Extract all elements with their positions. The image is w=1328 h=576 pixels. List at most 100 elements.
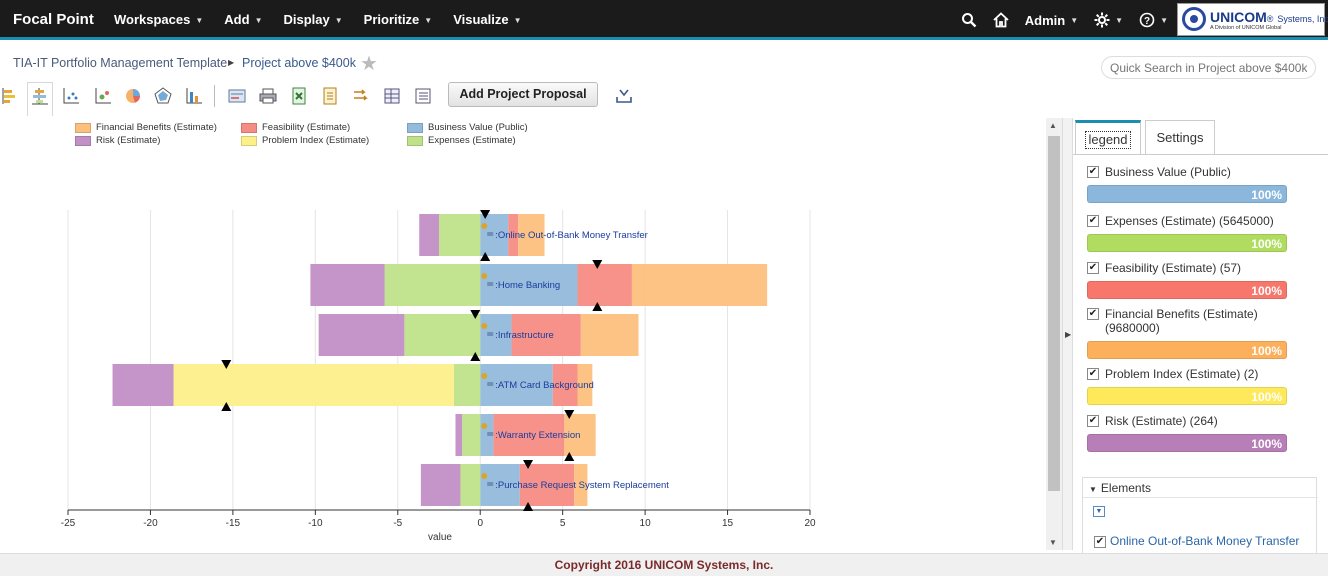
legend-swatch bbox=[241, 122, 257, 133]
breadcrumb-view[interactable]: Project above $400k bbox=[242, 56, 356, 70]
chart-legend-item: Problem Index (Estimate) bbox=[241, 135, 369, 146]
category-label: :Online Out-of-Bank Money Transfer bbox=[495, 230, 648, 241]
bar-segment bbox=[112, 364, 174, 406]
x-tick-label: -25 bbox=[61, 518, 76, 529]
breadcrumb: TIA-IT Portfolio Management Template ▶ P… bbox=[0, 43, 1328, 81]
legend-checkbox[interactable]: ✔ bbox=[1087, 415, 1099, 427]
tab-divider bbox=[1073, 154, 1328, 155]
legend-checkbox[interactable]: ✔ bbox=[1087, 166, 1099, 178]
chart-legend-item: Feasibility (Estimate) bbox=[241, 122, 350, 133]
legend-checkbox[interactable]: ✔ bbox=[1087, 308, 1099, 320]
chart-scrollbar[interactable]: ▲ ▼ bbox=[1046, 118, 1062, 550]
active-view-tab bbox=[27, 82, 53, 116]
bar-segment bbox=[564, 414, 596, 456]
bar-segment bbox=[480, 264, 578, 306]
pie-chart-icon[interactable] bbox=[123, 86, 143, 106]
bar-segment bbox=[439, 214, 481, 256]
scrollbar-thumb[interactable] bbox=[1048, 136, 1060, 491]
legend-weight-bar[interactable]: 100% bbox=[1087, 434, 1287, 452]
element-link-icon bbox=[487, 332, 494, 336]
export-excel-icon[interactable] bbox=[289, 86, 309, 106]
bar-segment bbox=[519, 464, 575, 506]
chevron-down-icon: ▼ bbox=[195, 16, 204, 25]
bar-segment bbox=[318, 314, 405, 356]
elements-header[interactable]: ▼ Elements bbox=[1083, 478, 1318, 498]
legend-checkbox[interactable]: ✔ bbox=[1087, 215, 1099, 227]
nav-visualize[interactable]: Visualize ▼ bbox=[453, 12, 522, 27]
chevron-down-icon: ▼ bbox=[1160, 15, 1168, 25]
grid-report-icon[interactable] bbox=[382, 86, 402, 106]
legend-weight-bar[interactable]: 100% bbox=[1087, 185, 1287, 203]
category-label: :Purchase Request System Replacement bbox=[495, 480, 669, 491]
chart-legend-item: Financial Benefits (Estimate) bbox=[75, 122, 217, 133]
tab-settings[interactable]: Settings bbox=[1145, 120, 1215, 154]
nav-workspaces[interactable]: Workspaces ▼ bbox=[114, 12, 204, 27]
gear-icon[interactable]: ▼ bbox=[1094, 12, 1123, 28]
scatter-chart-icon[interactable] bbox=[61, 86, 81, 106]
chart-legend-item: Business Value (Public) bbox=[407, 122, 528, 133]
x-tick-label: -15 bbox=[226, 518, 241, 529]
scroll-down-icon[interactable]: ▼ bbox=[1049, 538, 1057, 547]
help-icon[interactable]: ? ▼ bbox=[1139, 12, 1168, 28]
list-report-icon[interactable] bbox=[413, 86, 433, 106]
category-label: :ATM Card Background bbox=[495, 380, 594, 391]
legend-weight-bar[interactable]: 100% bbox=[1087, 387, 1287, 405]
nav-add[interactable]: Add ▼ bbox=[224, 12, 263, 27]
diverging-bar-chart-icon[interactable] bbox=[30, 86, 50, 106]
x-axis-label: value bbox=[428, 532, 452, 543]
legend-checkbox[interactable]: ✔ bbox=[1087, 368, 1099, 380]
chart-legend-item: Risk (Estimate) bbox=[75, 135, 160, 146]
filter-dropdown-icon[interactable]: ▼ bbox=[1093, 506, 1105, 517]
nav-prioritize[interactable]: Prioritize ▼ bbox=[363, 12, 433, 27]
bar-chart-view-icon[interactable] bbox=[0, 86, 20, 106]
tab-legend[interactable]: legend bbox=[1075, 120, 1141, 154]
panel-splitter[interactable]: ▶ bbox=[1062, 118, 1072, 550]
bar-segment bbox=[460, 464, 481, 506]
nav-display[interactable]: Display ▼ bbox=[283, 12, 343, 27]
bar-segment bbox=[404, 314, 481, 356]
bar-segment bbox=[480, 314, 512, 356]
x-tick-label: -20 bbox=[143, 518, 158, 529]
legend-weight-bar[interactable]: 100% bbox=[1087, 341, 1287, 359]
scroll-up-icon[interactable]: ▲ bbox=[1049, 121, 1057, 130]
element-checkbox[interactable]: ✔ bbox=[1094, 536, 1106, 548]
marker-down-triangle bbox=[480, 210, 491, 219]
element-item[interactable]: ✔ Online Out-of-Bank Money Transfer bbox=[1094, 534, 1300, 548]
flow-arrows-icon[interactable] bbox=[351, 86, 371, 106]
bar-segment bbox=[480, 214, 509, 256]
legend-swatch bbox=[241, 135, 257, 146]
histogram-chart-icon[interactable] bbox=[184, 86, 204, 106]
legend-weight-bar[interactable]: 100% bbox=[1087, 234, 1287, 252]
search-icon[interactable] bbox=[961, 12, 977, 28]
brand-title[interactable]: Focal Point bbox=[13, 11, 94, 28]
bubble-chart-icon[interactable] bbox=[93, 86, 113, 106]
legend-swatch bbox=[75, 135, 91, 146]
bar-segment bbox=[453, 364, 481, 406]
chevron-right-icon[interactable]: ▶ bbox=[1065, 330, 1072, 339]
quick-search-input[interactable] bbox=[1101, 56, 1316, 79]
bar-segment bbox=[580, 314, 639, 356]
bar-segment bbox=[173, 364, 454, 406]
configure-chart-icon[interactable] bbox=[227, 86, 247, 106]
legend-weight-bar[interactable]: 100% bbox=[1087, 281, 1287, 299]
home-icon[interactable] bbox=[993, 12, 1009, 28]
unicom-globe-icon bbox=[1182, 7, 1206, 31]
legend-label: Expenses (Estimate) (5645000) bbox=[1105, 214, 1274, 228]
radar-chart-icon[interactable] bbox=[153, 86, 173, 106]
elements-section: ▼ Elements ▼ ✔ Online Out-of-Bank Money Tr… bbox=[1082, 477, 1318, 557]
favorite-star-icon[interactable]: ★ bbox=[360, 53, 378, 75]
element-status-icon bbox=[481, 273, 488, 279]
add-project-proposal-button[interactable]: Add Project Proposal bbox=[448, 82, 598, 107]
svg-text:?: ? bbox=[1144, 16, 1150, 27]
breadcrumb-workspace[interactable]: TIA-IT Portfolio Management Template bbox=[13, 56, 228, 70]
legend-label: Financial Benefits (Estimate) (9680000) bbox=[1105, 307, 1258, 335]
marker-down-triangle bbox=[470, 310, 481, 319]
element-status-icon bbox=[481, 323, 488, 329]
export-document-icon[interactable] bbox=[320, 86, 340, 106]
chevron-down-icon: ▼ bbox=[513, 16, 522, 25]
print-icon[interactable] bbox=[258, 86, 278, 106]
legend-checkbox[interactable]: ✔ bbox=[1087, 262, 1099, 274]
user-menu[interactable]: Admin ▼ bbox=[1024, 12, 1079, 28]
import-tray-icon[interactable] bbox=[614, 86, 634, 106]
marker-up-triangle bbox=[480, 252, 491, 261]
